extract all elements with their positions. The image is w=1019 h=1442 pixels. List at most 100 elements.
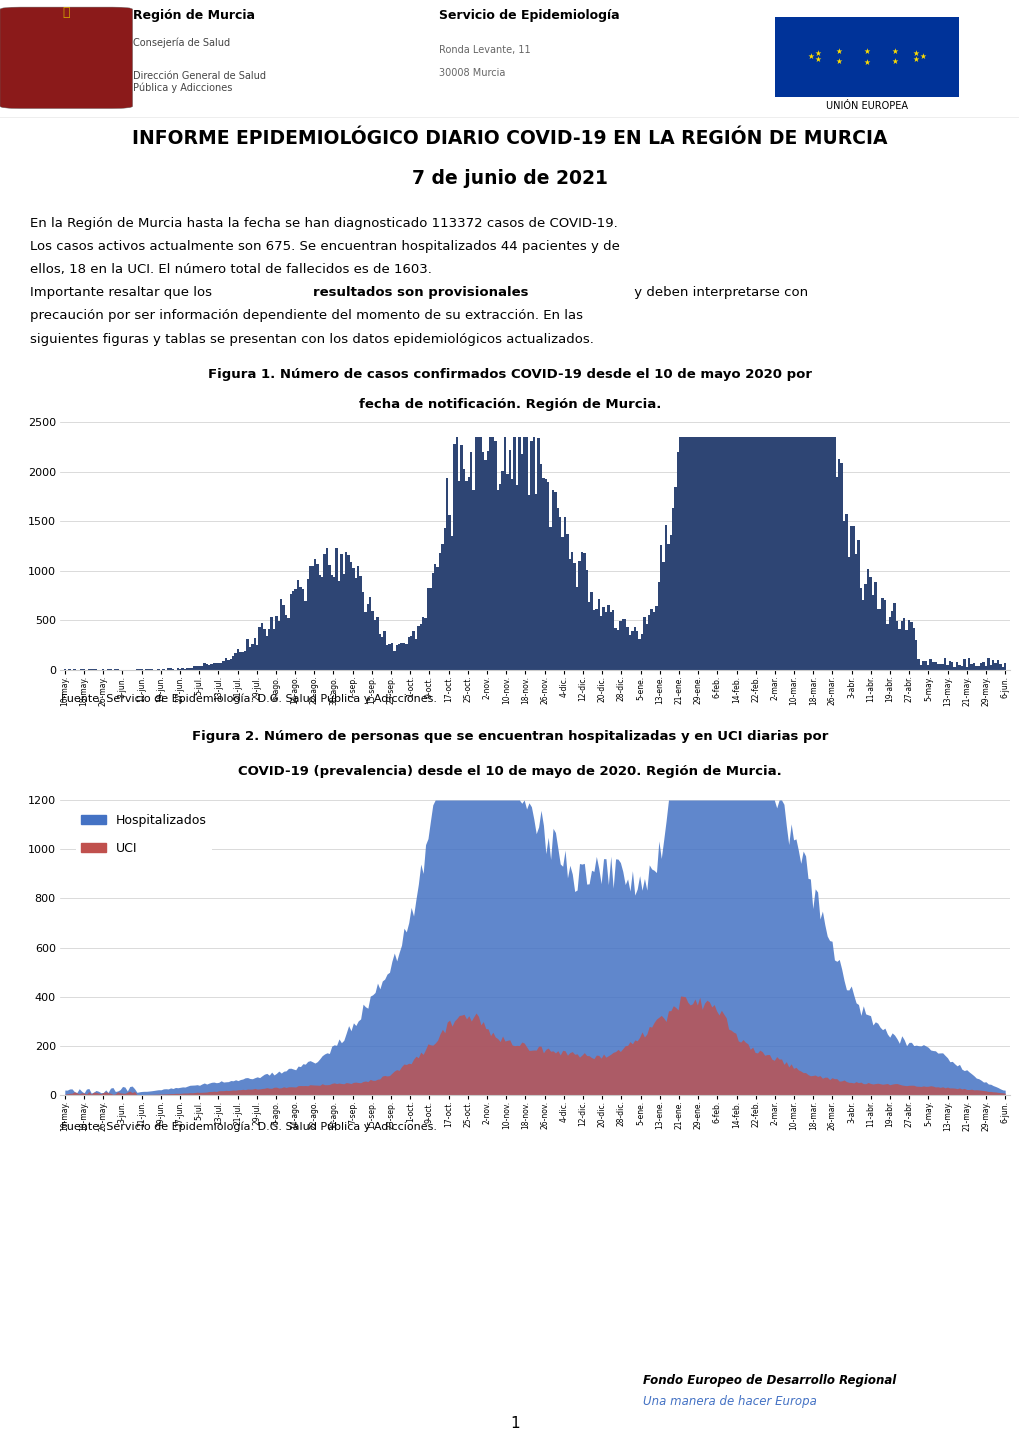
Bar	[868, 577, 871, 671]
Bar	[767, 437, 770, 671]
Bar	[549, 526, 551, 671]
Bar	[357, 565, 359, 671]
Bar	[815, 437, 818, 671]
Bar	[217, 663, 220, 671]
Text: INFORME EPIDEMIOLÓGICO DIARIO COVID-19 EN LA REGIÓN DE MURCIA: INFORME EPIDEMIOLÓGICO DIARIO COVID-19 E…	[132, 128, 887, 149]
Bar	[452, 444, 455, 671]
Bar	[780, 437, 782, 671]
Bar	[518, 437, 520, 671]
FancyBboxPatch shape	[0, 7, 132, 108]
Text: ★: ★	[814, 55, 821, 63]
Bar	[585, 571, 587, 671]
Bar	[845, 513, 847, 671]
Bar	[875, 610, 878, 671]
Bar	[669, 535, 672, 671]
Bar	[399, 643, 403, 671]
Bar	[325, 548, 328, 671]
Bar	[822, 437, 825, 671]
Bar	[797, 437, 799, 671]
Bar	[693, 437, 695, 671]
Bar	[674, 487, 677, 671]
Bar	[866, 568, 868, 671]
Bar	[695, 437, 698, 671]
Bar	[806, 437, 808, 671]
Text: 7 de junio de 2021: 7 de junio de 2021	[412, 169, 607, 187]
Bar	[359, 575, 362, 671]
Text: y deben interpretarse con: y deben interpretarse con	[630, 287, 807, 300]
Bar	[946, 665, 948, 671]
Bar	[374, 620, 376, 671]
Bar	[753, 437, 755, 671]
Text: En la Región de Murcia hasta la fecha se han diagnosticado 113372 casos de COVID: En la Región de Murcia hasta la fecha se…	[30, 216, 618, 229]
Bar	[513, 437, 516, 671]
Bar	[725, 437, 727, 671]
Bar	[912, 627, 914, 671]
Bar	[558, 516, 560, 671]
Bar	[679, 437, 681, 671]
Bar	[448, 515, 450, 671]
Text: ★: ★	[863, 58, 869, 66]
Bar	[628, 634, 631, 671]
Bar	[441, 544, 443, 671]
Bar	[861, 600, 864, 671]
Bar	[270, 617, 272, 671]
Text: ★: ★	[807, 52, 813, 61]
Bar	[633, 627, 636, 671]
Bar	[458, 482, 460, 671]
Bar	[835, 477, 838, 671]
Text: ★: ★	[911, 49, 918, 58]
Text: siguientes figuras y tablas se presentan con los datos epidemiológicos actualiza: siguientes figuras y tablas se presentan…	[30, 333, 593, 346]
Text: Figura 1. Número de casos confirmados COVID-19 desde el 10 de mayo 2020 por: Figura 1. Número de casos confirmados CO…	[208, 368, 811, 381]
Bar	[455, 437, 458, 671]
Bar	[840, 463, 842, 671]
Bar	[477, 437, 479, 671]
Bar	[385, 645, 388, 671]
Bar	[746, 437, 748, 671]
Bar	[210, 663, 213, 671]
Bar	[999, 665, 1001, 671]
Bar	[234, 653, 236, 671]
Bar	[486, 451, 489, 671]
Bar	[227, 660, 229, 671]
Bar	[256, 645, 258, 671]
Bar	[741, 437, 744, 671]
Bar	[1001, 666, 1003, 671]
Bar	[249, 647, 251, 671]
Bar	[417, 626, 419, 671]
Legend: Hospitalizados, UCI: Hospitalizados, UCI	[75, 809, 211, 861]
Text: 1: 1	[510, 1416, 520, 1430]
Bar	[438, 552, 441, 671]
Bar	[919, 665, 921, 671]
Bar	[631, 630, 633, 671]
Bar	[578, 561, 580, 671]
Bar	[751, 437, 753, 671]
Bar	[344, 552, 347, 671]
Bar	[962, 659, 965, 671]
Bar	[546, 482, 549, 671]
Text: Figura 2. Número de personas que se encuentran hospitalizadas y en UCI diarias p: Figura 2. Número de personas que se encu…	[192, 730, 827, 743]
Bar	[302, 588, 304, 671]
Bar	[560, 538, 564, 671]
Bar	[941, 665, 943, 671]
Bar	[854, 554, 856, 671]
Bar	[314, 558, 316, 671]
Bar	[224, 658, 227, 671]
Bar	[647, 614, 650, 671]
Bar	[263, 629, 265, 671]
Bar	[297, 581, 299, 671]
Bar	[231, 656, 234, 671]
Bar	[431, 572, 433, 671]
Bar	[748, 437, 751, 671]
Bar	[594, 609, 597, 671]
Bar	[251, 643, 254, 671]
Bar	[392, 652, 395, 671]
Bar	[983, 666, 986, 671]
Bar	[328, 565, 330, 671]
Bar	[988, 665, 991, 671]
Text: ★: ★	[891, 56, 898, 66]
Bar	[242, 652, 244, 671]
Bar	[859, 588, 861, 671]
Bar	[727, 437, 730, 671]
Bar	[974, 666, 976, 671]
Bar	[965, 666, 967, 671]
